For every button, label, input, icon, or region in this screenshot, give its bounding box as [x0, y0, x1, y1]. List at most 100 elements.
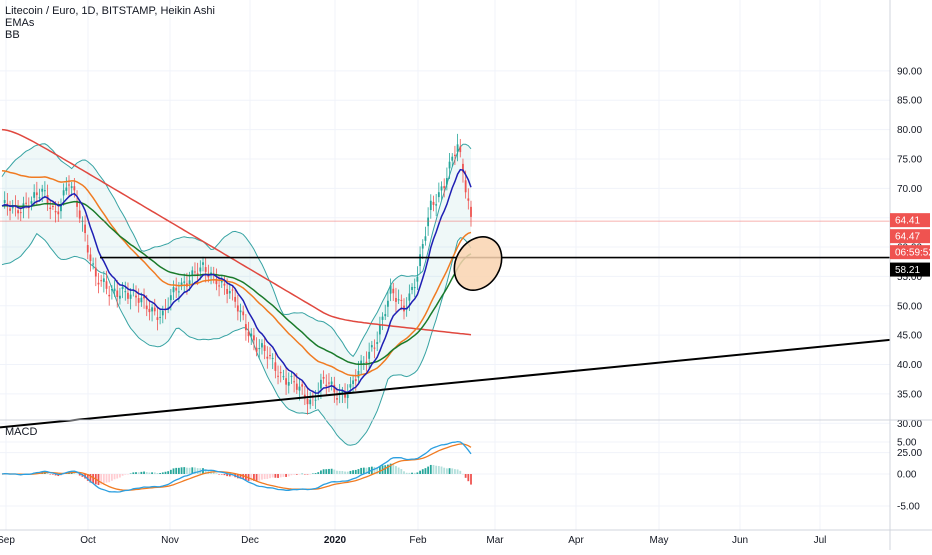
countdown-tag: 06:59:52 [895, 248, 932, 259]
candle-body [180, 282, 183, 287]
candle-body [145, 305, 148, 310]
candle-body [242, 311, 245, 316]
macd-label[interactable]: MACD [5, 426, 38, 438]
indicator-bb[interactable]: BB [5, 29, 20, 41]
macd-bar [121, 474, 124, 476]
candle-body [113, 288, 116, 292]
candle-body [285, 378, 287, 385]
macd-bar [258, 474, 261, 481]
macd-bar [153, 472, 156, 474]
candle-body [236, 305, 239, 312]
candle-body [459, 146, 462, 153]
candle-body [279, 372, 282, 374]
candle-body [19, 212, 22, 214]
candle-body [84, 224, 86, 234]
macd-bar [194, 467, 196, 474]
y-tick-label: 40.00 [897, 360, 922, 371]
y-tick-label: 80.00 [897, 125, 922, 136]
candle-body [416, 276, 419, 282]
candle-body [110, 289, 113, 291]
macd-bar [86, 474, 89, 481]
macd-bar [378, 466, 381, 474]
y-tick-label: 45.00 [897, 331, 922, 342]
x-tick-label: Nov [161, 535, 179, 546]
macd-bar [92, 474, 95, 484]
candle-body [148, 308, 151, 313]
y-tick-label: 75.00 [897, 154, 922, 165]
macd-bar [46, 472, 49, 474]
candle-body [231, 289, 234, 291]
macd-bar [362, 467, 365, 474]
candle-body [306, 398, 309, 405]
macd-tick-label: 5.00 [897, 438, 917, 449]
candle-body [287, 382, 290, 386]
candle-body [253, 335, 255, 341]
x-tick-label: Apr [568, 535, 584, 546]
candle-body [250, 333, 253, 337]
macd-bar [376, 467, 379, 474]
x-tick-label: Dec [241, 535, 259, 546]
macd-bar [212, 471, 215, 474]
candle-body [161, 310, 164, 316]
candle-body [360, 360, 363, 365]
indicator-emas[interactable]: EMAs [5, 17, 35, 29]
macd-bar [151, 472, 153, 474]
candle-body [153, 307, 156, 312]
candle-body [341, 390, 344, 394]
macd-bar [119, 474, 121, 478]
candle-body [223, 283, 226, 286]
bollinger-fill [2, 143, 471, 446]
candle-body [314, 399, 317, 401]
ema-lines [1, 128, 472, 394]
candle-body [202, 262, 204, 265]
ema-price-tag-bg [890, 229, 930, 244]
candle-body [397, 299, 400, 301]
macd-bar [282, 474, 285, 477]
candle-body [175, 287, 178, 291]
macd-bar [320, 470, 322, 474]
macd-bar [352, 470, 354, 474]
candle-body [470, 206, 472, 217]
candle-body [419, 254, 421, 267]
macd-bar [191, 467, 194, 474]
macd-bar [159, 473, 162, 474]
macd-bar [271, 474, 274, 478]
macd-bar [445, 468, 448, 474]
candle-body [413, 287, 416, 289]
macd-bar [140, 471, 143, 474]
macd-bar [346, 471, 349, 474]
macd-bar [102, 474, 105, 484]
candle-body [127, 292, 129, 299]
grid [0, 0, 890, 530]
macd-bar [459, 470, 462, 474]
candle-body [89, 254, 92, 262]
candle-body [41, 188, 44, 192]
macd-bar [408, 472, 411, 474]
candle-body [92, 263, 95, 265]
candle-body [70, 186, 73, 188]
candle-body [298, 386, 301, 391]
macd-bar [432, 464, 435, 474]
candle-body [462, 163, 464, 173]
symbol-title[interactable]: Litecoin / Euro, 1D, BITSTAMP, Heikin As… [5, 5, 215, 17]
candle-body [35, 192, 38, 196]
candle-body [445, 178, 448, 185]
macd-bar [253, 474, 255, 481]
macd-bar [325, 469, 328, 474]
candle-body [191, 270, 194, 275]
last-price-tag: 64.41 [895, 216, 920, 227]
candle-body [282, 376, 285, 378]
candle-body [330, 381, 333, 385]
candle-body [54, 211, 57, 213]
candle-body [424, 236, 427, 241]
drawings[interactable] [0, 220, 891, 429]
macd-bar [322, 469, 325, 474]
macd-bar [287, 474, 290, 477]
candle-body [226, 288, 229, 294]
macd-bar [204, 469, 207, 474]
level-price-tag-bg [890, 262, 930, 277]
macd-bar [108, 474, 111, 483]
ema-red-line [1, 128, 472, 336]
